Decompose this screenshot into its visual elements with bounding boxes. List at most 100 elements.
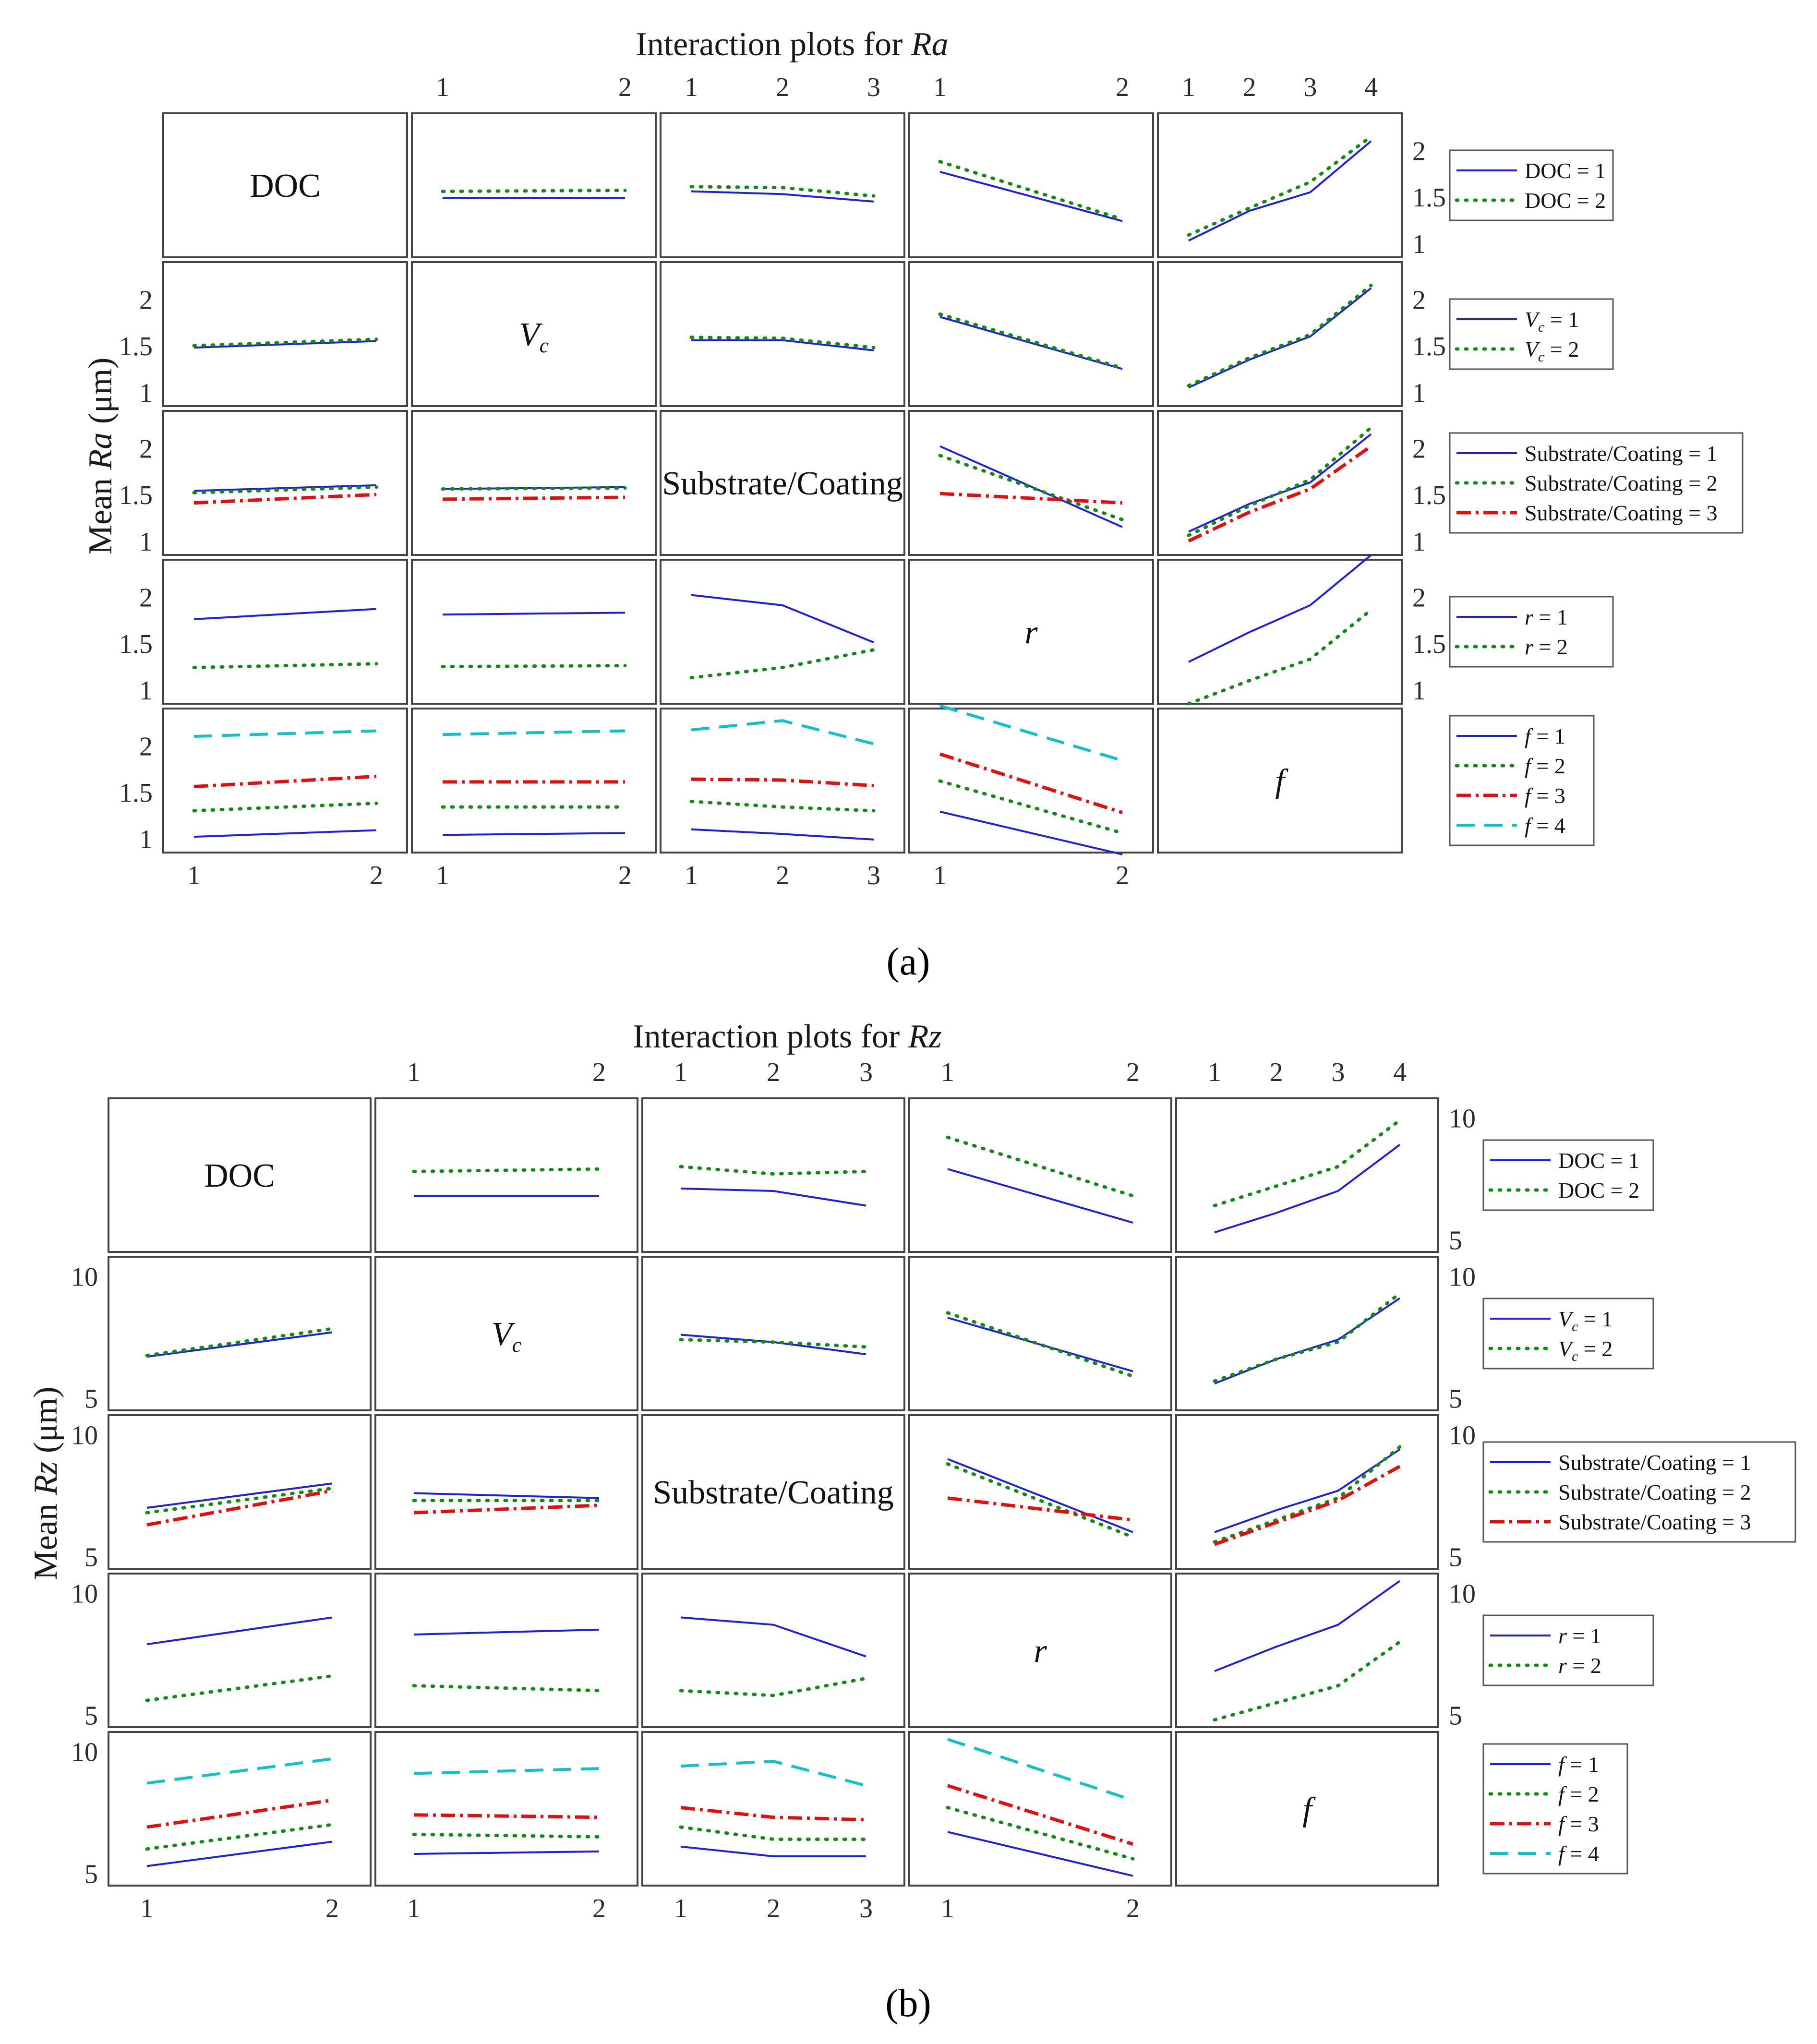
- left-y-tick-label: 5: [84, 1543, 98, 1573]
- right-y-tick-label: 1.5: [1412, 332, 1446, 361]
- bottom-x-tick-label: 1: [407, 1894, 421, 1924]
- top-x-tick-label: 1: [1182, 72, 1195, 102]
- legend-entry: f = 1: [1558, 1752, 1599, 1777]
- series-line-4-0-level1: [193, 829, 377, 838]
- bottom-x-tick-label: 2: [325, 1894, 339, 1924]
- panel-2-1: [411, 410, 657, 556]
- series-line-1-0-level1: [146, 1331, 333, 1358]
- panel-1-2: [660, 261, 905, 407]
- panel-3-2: [641, 1573, 905, 1728]
- legend-box: [1482, 1298, 1654, 1370]
- series-line-4-0-level3: [146, 1798, 333, 1829]
- series-line-4-1-level4: [413, 1767, 600, 1775]
- bottom-x-tick-label: 2: [776, 861, 789, 890]
- left-y-tick-label: 2: [139, 434, 153, 464]
- series-line-3-1-level2: [412, 1684, 601, 1693]
- top-x-tick-label: 1: [436, 72, 449, 102]
- right-y-tick-label: 5: [1449, 1701, 1462, 1731]
- series-line-0-4-level1: [1188, 140, 1372, 241]
- right-y-tick-label: 10: [1449, 1104, 1476, 1134]
- right-y-tick-label: 1.5: [1412, 481, 1446, 510]
- top-x-tick-label: 3: [859, 1058, 873, 1087]
- panel-2-3: [908, 410, 1154, 556]
- right-y-tick-label: 1: [1412, 676, 1426, 706]
- panel-0-4: [1175, 1097, 1439, 1253]
- right-y-tick-label: 2: [1412, 583, 1426, 613]
- series-line-4-3-level2: [938, 779, 1124, 835]
- left-y-tick-label: 10: [71, 1262, 98, 1292]
- legend-entry: Substrate/Coating = 3: [1525, 501, 1718, 525]
- panel-0-3: [908, 1097, 1172, 1253]
- top-x-tick-label: 1: [933, 72, 947, 102]
- legend-box: [1449, 432, 1744, 534]
- caption-a: (a): [886, 939, 930, 983]
- series-line-3-2-level1: [691, 594, 874, 644]
- legend-entry: f = 4: [1525, 813, 1565, 838]
- legend-entry: r = 2: [1558, 1653, 1601, 1678]
- series-line-4-1-level1: [442, 832, 626, 836]
- left-y-tick-label: 10: [71, 1579, 98, 1609]
- series-line-2-3-level1: [939, 445, 1123, 528]
- legend-entry: Vc = 2: [1558, 1336, 1612, 1364]
- series-line-2-0-level1: [193, 484, 377, 492]
- panel-0-1: [374, 1097, 638, 1253]
- chart-b-title: Interaction plots for Rz: [633, 1018, 941, 1055]
- series-line-4-3-level1: [939, 810, 1123, 855]
- panel-1-1: [411, 261, 657, 407]
- panel-0-3: [908, 112, 1154, 258]
- panel-1-0: [162, 261, 408, 407]
- panel-1-3: [908, 261, 1154, 407]
- legend-entry: f = 2: [1558, 1782, 1599, 1806]
- series-line-3-0-level2: [192, 662, 378, 670]
- series-line-4-3-level3: [939, 752, 1123, 815]
- legend-entry: r = 1: [1525, 605, 1568, 629]
- bottom-x-tick-label: 2: [592, 1894, 606, 1924]
- panel-3-0: [108, 1573, 372, 1728]
- legend-entry: Substrate/Coating = 2: [1558, 1480, 1751, 1504]
- series-line-3-0-level1: [193, 608, 377, 620]
- top-x-tick-label: 2: [592, 1058, 606, 1087]
- series-line-4-1-level3: [413, 1813, 600, 1819]
- left-y-tick-label: 2: [139, 732, 153, 761]
- panel-4-3: [908, 1731, 1172, 1887]
- series-line-4-2-level3: [680, 1805, 866, 1822]
- right-y-tick-label: 2: [1412, 136, 1426, 166]
- right-y-tick-label: 2: [1412, 434, 1426, 464]
- left-y-tick-label: 1.5: [119, 332, 153, 361]
- legend-box: [1449, 149, 1614, 221]
- top-x-tick-label: 3: [1331, 1058, 1345, 1087]
- left-y-tick-label: 1.5: [119, 481, 153, 510]
- panel-1-3: [908, 1256, 1172, 1411]
- panel-4-4: [1175, 1731, 1439, 1887]
- top-x-tick-label: 4: [1393, 1058, 1407, 1087]
- top-x-tick-label: 3: [867, 72, 880, 102]
- series-line-4-2-level1: [680, 1845, 866, 1858]
- top-x-tick-label: 2: [1270, 1058, 1283, 1087]
- series-line-1-2-level2: [689, 336, 876, 349]
- series-line-3-0-level1: [146, 1616, 333, 1646]
- bottom-x-tick-label: 2: [1126, 1894, 1140, 1924]
- bottom-x-tick-label: 2: [618, 861, 632, 890]
- series-line-1-0-level2: [192, 337, 378, 348]
- series-line-0-2-level2: [689, 185, 876, 198]
- series-line-4-1-level2: [412, 1832, 601, 1839]
- series-line-2-4-level3: [1214, 1465, 1401, 1546]
- series-line-2-4-level3: [1188, 445, 1372, 543]
- legend-entry: r = 1: [1558, 1623, 1601, 1648]
- panel-1-2: [641, 1256, 905, 1411]
- legend-entry: Substrate/Coating = 1: [1558, 1450, 1751, 1475]
- series-line-4-2-level4: [680, 1759, 866, 1787]
- series-line-4-2-level2: [689, 800, 876, 813]
- panel-3-3: [908, 1573, 1172, 1728]
- top-x-tick-label: 4: [1364, 72, 1378, 102]
- series-line-4-3-level1: [947, 1831, 1133, 1877]
- caption-b: (b): [885, 1981, 931, 2025]
- right-y-tick-label: 5: [1449, 1384, 1462, 1414]
- top-x-tick-label: 1: [941, 1058, 954, 1087]
- series-line-4-0-level2: [192, 801, 378, 813]
- chart-b-y-axis-label: Mean Rz (μm): [27, 1387, 64, 1580]
- bottom-x-tick-label: 3: [867, 861, 880, 890]
- panel-4-1: [374, 1731, 638, 1887]
